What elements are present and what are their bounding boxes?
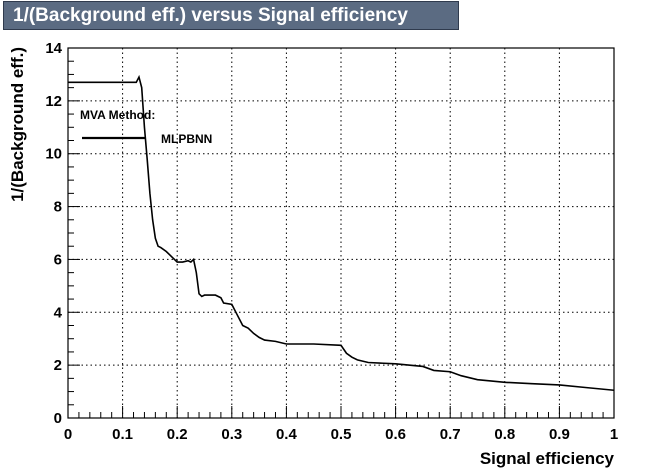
- x-tick-labels: 0 0.1 0.2 0.3 0.4 0.5 0.6 0.7 0.8 0.9 1: [64, 426, 618, 443]
- y-tick-label: 12: [45, 93, 62, 110]
- y-tick-label: 4: [54, 304, 63, 321]
- x-axis-title: Signal efficiency: [480, 449, 615, 468]
- grid: [68, 48, 614, 418]
- x-tick-label: 1: [610, 426, 618, 443]
- y-tick-labels: 0 2 4 6 8 10 12 14: [45, 40, 62, 427]
- x-tick-label: 0.1: [112, 426, 133, 443]
- x-tick-label: 0: [64, 426, 72, 443]
- y-tick-label: 14: [45, 40, 62, 57]
- x-tick-label: 0.4: [276, 426, 298, 443]
- y-axis-title: 1/(Background eff.): [8, 47, 27, 202]
- x-tick-label: 0.9: [549, 426, 570, 443]
- y-tick-label: 8: [54, 199, 62, 216]
- legend-entry-mlpbnn: MLPBNN: [161, 132, 212, 146]
- x-tick-label: 0.3: [221, 426, 242, 443]
- y-tick-label: 0: [54, 410, 62, 427]
- y-tick-label: 6: [54, 251, 62, 268]
- axis-ticks: [67, 47, 615, 419]
- x-tick-label: 0.6: [385, 426, 406, 443]
- legend: MVA Method: MLPBNN: [80, 108, 212, 146]
- x-tick-label: 0.7: [440, 426, 461, 443]
- x-tick-label: 0.8: [494, 426, 515, 443]
- series-line-mlpbnn: [68, 74, 615, 392]
- legend-header: MVA Method:: [80, 108, 155, 122]
- x-tick-label: 0.5: [331, 426, 352, 443]
- y-tick-label: 2: [54, 357, 62, 374]
- y-tick-label: 10: [45, 146, 62, 163]
- x-tick-label: 0.2: [167, 426, 188, 443]
- chart-title: 1/(Background eff.) versus Signal effici…: [3, 1, 459, 30]
